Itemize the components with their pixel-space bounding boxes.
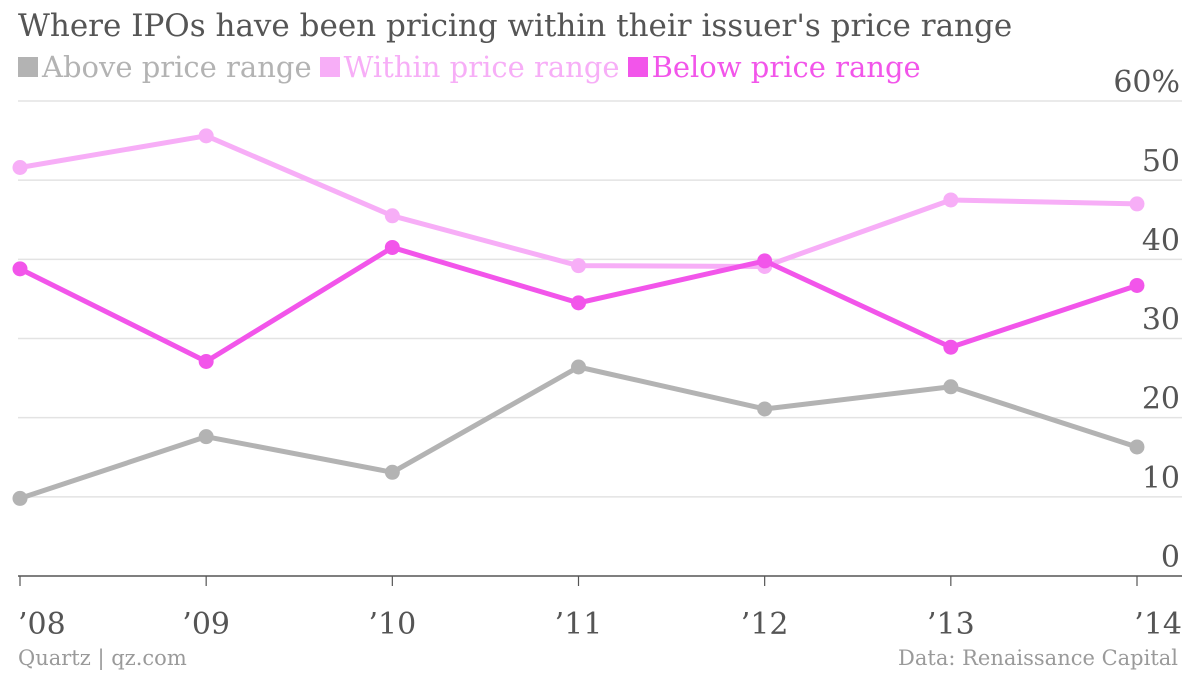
data-point-1-3 <box>571 258 586 274</box>
data-point-2-5 <box>943 339 959 355</box>
data-source: Data: Renaissance Capital <box>898 646 1178 670</box>
legend-swatch-within <box>319 57 340 77</box>
data-point-0-2 <box>384 464 400 480</box>
x-tick-label: ’12 <box>741 607 789 642</box>
x-tick-label: ’08 <box>18 607 66 642</box>
y-tick-label: 50 <box>1142 144 1180 179</box>
legend-label-within: Within price range <box>343 50 620 84</box>
data-point-0-0 <box>12 490 28 506</box>
y-tick-label: 30 <box>1142 303 1180 338</box>
legend-label-below: Below price range <box>651 50 921 84</box>
x-tick-label: ’09 <box>182 607 230 642</box>
legend-swatch-below <box>627 57 648 77</box>
y-tick-label: 20 <box>1142 382 1180 417</box>
data-point-1-6 <box>1129 196 1145 212</box>
legend-label-above: Above price range <box>42 50 312 84</box>
legend: Above price range Within price range Bel… <box>18 50 921 84</box>
source-credit: Quartz | qz.com <box>18 646 187 670</box>
data-point-1-5 <box>943 192 959 208</box>
legend-item-within: Within price range <box>319 50 620 84</box>
legend-item-above: Above price range <box>18 50 312 84</box>
y-tick-label: 0 <box>1161 540 1180 575</box>
series-line-0 <box>19 364 1138 501</box>
x-tick-label: ’10 <box>368 607 416 642</box>
data-point-2-3 <box>571 295 586 311</box>
y-tick-label: 40 <box>1142 223 1180 258</box>
y-tick-label: 60% <box>1113 65 1180 100</box>
data-point-0-4 <box>757 401 773 417</box>
x-tick-label: ’14 <box>1134 607 1182 642</box>
data-point-2-6 <box>1129 277 1145 293</box>
data-point-2-1 <box>198 353 214 369</box>
data-point-0-1 <box>198 429 214 445</box>
data-point-0-5 <box>943 379 959 395</box>
x-tick-label: ’11 <box>555 607 603 642</box>
data-point-1-2 <box>384 208 400 224</box>
y-tick-label: 10 <box>1142 461 1180 496</box>
data-point-1-0 <box>12 160 28 175</box>
data-point-2-4 <box>757 253 773 269</box>
series-line-1 <box>19 133 1138 269</box>
legend-item-below: Below price range <box>627 50 921 84</box>
data-point-0-3 <box>571 359 586 375</box>
data-point-0-6 <box>1129 439 1145 455</box>
data-point-2-2 <box>384 239 400 255</box>
x-tick-label: ’13 <box>927 607 975 642</box>
data-point-2-0 <box>12 261 28 277</box>
chart-title: Where IPOs have been pricing within thei… <box>18 8 1013 44</box>
data-point-1-1 <box>198 128 214 144</box>
legend-swatch-above <box>18 57 38 77</box>
